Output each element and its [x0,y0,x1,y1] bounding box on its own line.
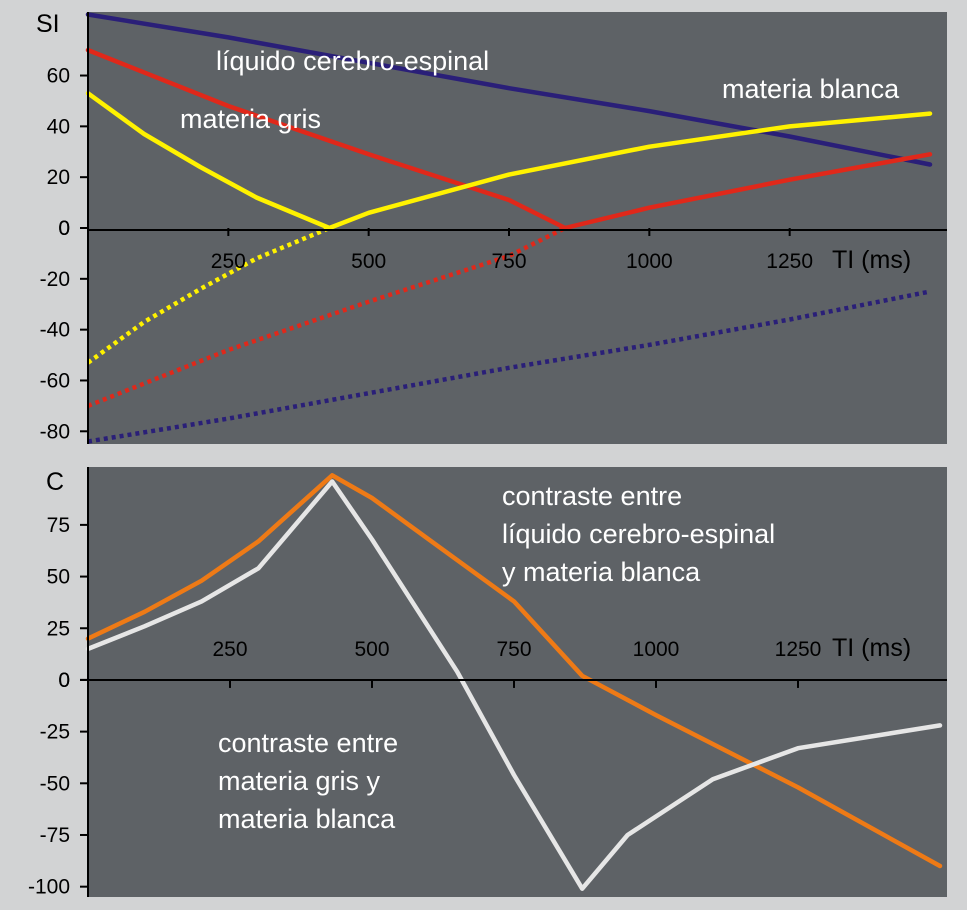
si-y-tick-label: 40 [47,115,70,138]
signal-intensity-x-ticks: 250 500 750 1000 1250 [211,228,813,273]
contrast-y-tick-label: -100 [28,876,70,899]
si-x-tick-label: 1000 [626,250,673,273]
contrast-x-axis-title: TI (ms) [832,634,911,662]
label-contraste-mg-mb-line: materia gris y [218,766,381,796]
signal-intensity-curves [85,12,933,444]
label-contraste-lce-mb-line: y materia blanca [502,557,701,587]
contrast-y-tick-label: 0 [58,669,70,692]
contrast-y-axis-title: C [46,468,64,496]
series-liquido-cerebro-espinal-inverted [87,289,931,444]
si-y-tick-label: -80 [40,420,70,443]
si-y-tick-label: 0 [58,217,70,240]
si-x-tick-label: 250 [211,250,246,273]
label-materia-blanca: materia blanca [722,74,900,104]
series-liquido-cerebro-espinal [85,12,933,167]
contrast-y-tick-label: -50 [40,772,70,795]
si-y-tick-label: -20 [40,268,70,291]
contrast-plot-area [88,467,947,897]
si-x-tick-label: 500 [351,250,386,273]
contrast-x-tick-label: 500 [354,638,389,661]
si-y-tick-label: 60 [47,65,70,88]
signal-intensity-x-axis-title: TI (ms) [832,246,911,274]
label-contraste-lce-mb-line: líquido cerebro-espinal [502,519,775,549]
signal-intensity-y-axis-title: SI [36,10,60,38]
contrast-x-ticks: 250 500 750 1000 1250 [212,638,821,688]
contrast-x-tick-label: 1250 [775,638,822,661]
contrast-x-tick-label: 250 [212,638,247,661]
label-contraste-lce-mb-line: contraste entre [502,481,682,511]
si-y-tick-label: -60 [40,369,70,392]
si-y-tick-label: 20 [47,166,70,189]
label-contraste-mg-mb-line: materia blanca [218,804,396,834]
contrast-y-tick-label: 75 [47,514,70,537]
si-x-tick-label: 1250 [766,250,813,273]
contrast-x-tick-label: 1000 [633,638,680,661]
si-y-tick-label: 0 [58,217,70,240]
contrast-y-tick-label: -75 [40,824,70,847]
label-contraste-mg-mb-line: contraste entre [218,728,398,758]
si-x-tick-label: 750 [491,250,526,273]
signal-intensity-plot-area [88,12,947,444]
series-materia-blanca [85,91,933,231]
label-contraste-lce-mb: contraste entre líquido cerebro-espinal … [502,481,783,587]
contrast-y-tick-label: -25 [40,721,70,744]
si-y-tick-label: -40 [40,319,70,342]
series-contraste-entre-materia-gris-y-materia-blanca [85,479,943,891]
contrast-y-tick-label: 50 [47,566,70,589]
series-materia-gris [85,47,933,231]
label-liquido-cerebro-espinal: líquido cerebro-espinal [216,46,489,76]
series-materia-blanca-inverted [86,225,331,365]
series-materia-gris-inverted [87,225,567,408]
contrast-curves [85,473,943,891]
label-materia-gris: materia gris [180,104,321,134]
label-contraste-mg-mb: contraste entre materia gris y materia b… [218,728,406,834]
contrast-x-tick-label: 750 [496,638,531,661]
series-contraste-entre-liquido-cerebro-espinal-y-materia-blanca [85,473,943,869]
contrast-y-tick-label: 0 [58,669,70,692]
contrast-y-tick-label: 25 [47,617,70,640]
